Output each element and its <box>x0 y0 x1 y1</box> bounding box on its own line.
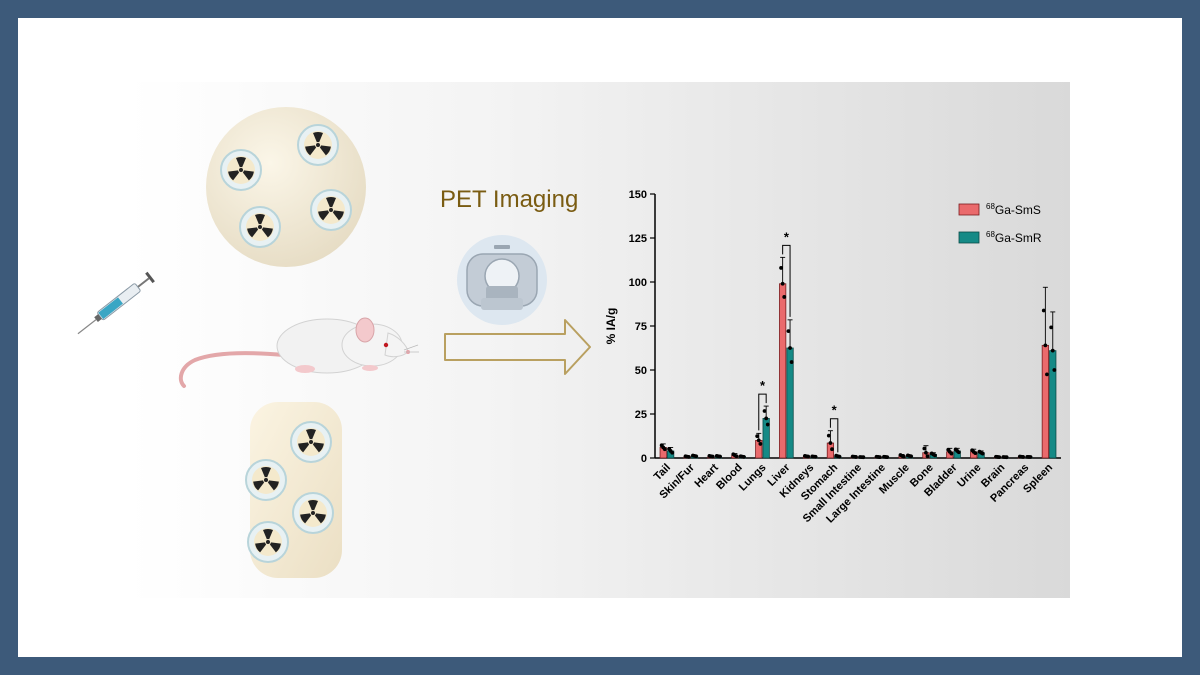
y-tick-label: 125 <box>629 233 647 245</box>
data-point <box>901 454 906 459</box>
data-point <box>758 442 763 446</box>
data-point <box>806 454 811 459</box>
data-point <box>756 438 761 443</box>
legend-label: 68Ga-SmS <box>986 202 1041 217</box>
data-point <box>909 454 913 459</box>
data-point <box>837 454 842 459</box>
legend-label: 68Ga-SmR <box>986 230 1042 245</box>
data-point <box>762 409 767 413</box>
significance-bracket <box>782 244 791 317</box>
data-point <box>826 433 831 438</box>
data-point <box>885 455 890 460</box>
data-point <box>670 450 675 455</box>
data-point <box>780 281 785 286</box>
data-point <box>765 422 770 427</box>
significance-label: * <box>784 229 790 244</box>
data-point <box>718 454 722 459</box>
legend-swatch <box>958 231 980 244</box>
data-point <box>949 451 954 456</box>
data-point <box>662 447 667 452</box>
data-point <box>1052 368 1057 372</box>
pet-scanner-icon <box>457 235 547 325</box>
y-tick-label: 0 <box>641 453 647 465</box>
data-point <box>830 447 834 452</box>
round-implant-icon <box>206 107 366 267</box>
data-point <box>997 455 1002 460</box>
significance-bracket <box>758 393 767 431</box>
data-point <box>1045 372 1049 377</box>
data-point <box>980 451 985 456</box>
y-tick-label: 25 <box>635 409 647 421</box>
data-point <box>1021 455 1025 459</box>
data-point <box>1043 343 1048 348</box>
data-point <box>922 446 927 451</box>
data-point <box>854 455 858 459</box>
category-label: Urine <box>955 462 983 490</box>
data-point <box>861 455 866 460</box>
data-point <box>924 450 928 455</box>
data-point <box>734 454 739 459</box>
category-label: Lungs <box>737 462 769 494</box>
arrow-right-icon <box>444 319 591 375</box>
rectangular-implant-icon <box>245 402 342 578</box>
data-point <box>686 454 691 459</box>
significance-label: * <box>832 403 838 418</box>
data-point <box>877 455 882 460</box>
y-tick-label: 150 <box>629 189 647 201</box>
bar-sms <box>1041 344 1049 459</box>
data-point <box>694 454 699 459</box>
y-tick-label: 100 <box>629 277 647 289</box>
data-point <box>1049 325 1054 330</box>
y-tick-label: 50 <box>635 365 647 377</box>
data-point <box>813 454 818 459</box>
legend-swatch <box>958 203 980 216</box>
bar-smr <box>1049 350 1057 459</box>
data-point <box>786 329 791 334</box>
significance-label: * <box>760 378 766 393</box>
bar-sms <box>779 283 787 459</box>
data-point <box>764 416 769 421</box>
significance-bracket <box>829 418 839 453</box>
data-point <box>710 454 715 459</box>
data-point <box>789 360 794 364</box>
data-point <box>788 346 792 350</box>
data-point <box>1050 348 1055 353</box>
data-point <box>828 441 833 445</box>
y-axis-label: % IA/g <box>604 308 618 345</box>
pet-imaging-label: PET Imaging <box>440 186 579 213</box>
data-point <box>956 450 961 455</box>
data-point <box>933 453 937 458</box>
data-point <box>1041 308 1046 313</box>
data-point <box>1028 455 1033 459</box>
syringe-icon <box>77 271 155 335</box>
data-point <box>1004 455 1009 460</box>
data-point <box>779 266 783 270</box>
bar-smr <box>786 347 794 459</box>
data-point <box>925 454 930 459</box>
data-point <box>782 295 787 299</box>
data-point <box>755 434 760 439</box>
mouse-icon <box>178 317 419 388</box>
data-point <box>741 454 746 459</box>
y-tick-label: 75 <box>635 321 647 333</box>
data-point <box>973 451 978 456</box>
